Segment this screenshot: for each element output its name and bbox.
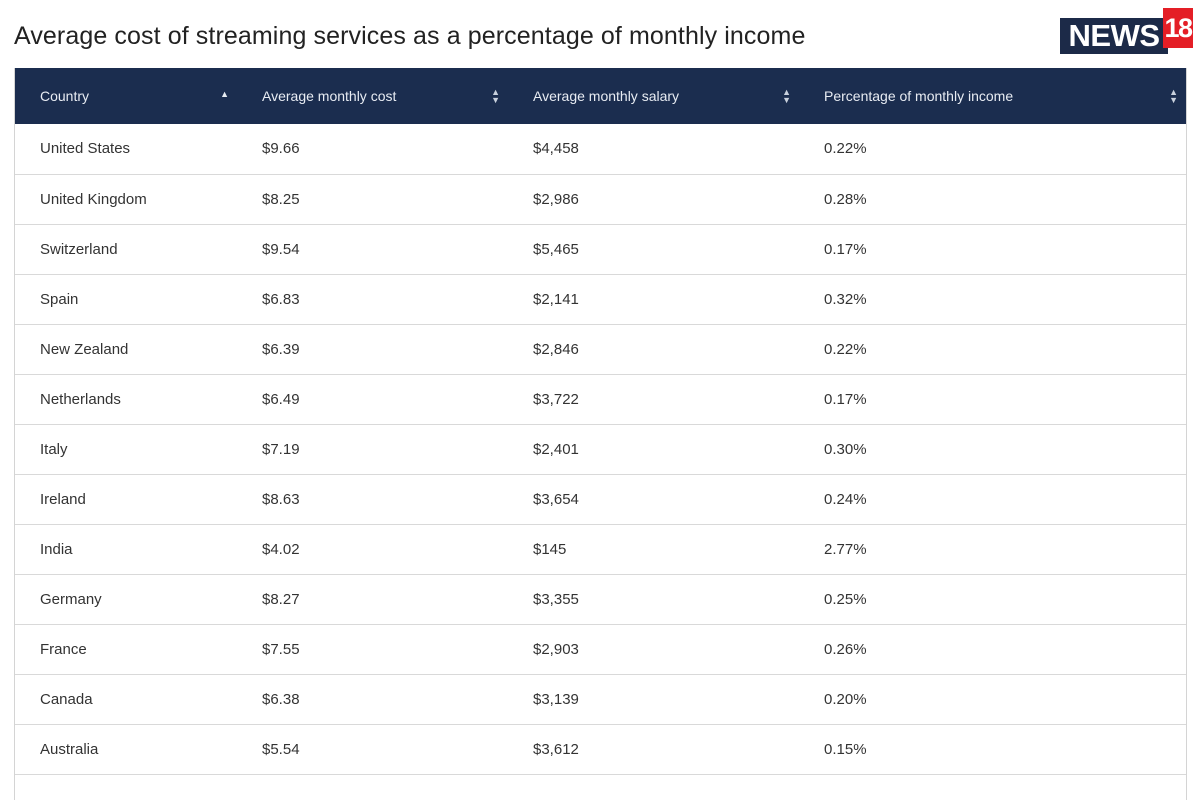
cell-average-monthly-cost: $6.49 [262, 390, 300, 408]
data-table: Country ▲ Average monthly cost ▲ ▼ Average mo… [15, 68, 1186, 775]
cell-percentage-of-monthly-income: 0.17% [824, 390, 867, 408]
sort-toggle-icon[interactable]: ▲ ▼ [782, 87, 791, 105]
logo-news-text: NEWS [1060, 18, 1168, 54]
table-row: Spain $6.83 $2,141 0.32% [15, 274, 1186, 324]
cell-average-monthly-salary: $3,355 [533, 590, 579, 608]
column-header-country[interactable]: Country ▲ [15, 68, 237, 124]
cell-country: Italy [40, 440, 68, 458]
cell-percentage-of-monthly-income: 0.20% [824, 690, 867, 708]
cell-average-monthly-cost: $6.38 [262, 690, 300, 708]
cell-average-monthly-salary: $3,612 [533, 740, 579, 758]
column-header-average-monthly-cost[interactable]: Average monthly cost ▲ ▼ [237, 68, 508, 124]
table-header: Country ▲ Average monthly cost ▲ ▼ Average mo… [15, 68, 1186, 124]
cell-average-monthly-cost: $8.63 [262, 490, 300, 508]
cell-average-monthly-salary: $2,846 [533, 340, 579, 358]
cell-average-monthly-cost: $5.54 [262, 740, 300, 758]
logo-number-text: 18 [1163, 8, 1193, 48]
table-row: Switzerland $9.54 $5,465 0.17% [15, 224, 1186, 274]
cell-average-monthly-salary: $3,139 [533, 690, 579, 708]
cell-average-monthly-cost: $7.55 [262, 640, 300, 658]
sort-toggle-icon[interactable]: ▲ ▼ [1169, 87, 1178, 105]
cell-country: Germany [40, 590, 102, 608]
sort-toggle-icon[interactable]: ▲ ▼ [491, 87, 500, 105]
cell-average-monthly-salary: $2,141 [533, 290, 579, 308]
cell-country: New Zealand [40, 340, 129, 358]
cell-country: Australia [40, 740, 99, 758]
cell-country: Netherlands [40, 390, 121, 408]
cell-average-monthly-cost: $8.25 [262, 190, 300, 208]
sort-ascending-icon[interactable]: ▲ [220, 89, 229, 99]
table-row: United States $9.66 $4,458 0.22% [15, 124, 1186, 174]
cell-percentage-of-monthly-income: 0.30% [824, 440, 867, 458]
cell-percentage-of-monthly-income: 0.28% [824, 190, 867, 208]
cell-average-monthly-cost: $6.83 [262, 290, 300, 308]
table-body: United States $9.66 $4,458 0.22% United King… [15, 124, 1186, 774]
table-row: Canada $6.38 $3,139 0.20% [15, 674, 1186, 724]
cell-country: France [40, 640, 87, 658]
data-table-container: Country ▲ Average monthly cost ▲ ▼ Average mo… [14, 68, 1187, 800]
table-row: France $7.55 $2,903 0.26% [15, 624, 1186, 674]
cell-percentage-of-monthly-income: 0.15% [824, 740, 867, 758]
cell-average-monthly-salary: $3,722 [533, 390, 579, 408]
column-header-label: Country [40, 88, 90, 104]
cell-percentage-of-monthly-income: 0.22% [824, 140, 867, 158]
table-row: Italy $7.19 $2,401 0.30% [15, 424, 1186, 474]
cell-average-monthly-salary: $5,465 [533, 240, 579, 258]
cell-percentage-of-monthly-income: 0.17% [824, 240, 867, 258]
cell-average-monthly-salary: $2,401 [533, 440, 579, 458]
cell-percentage-of-monthly-income: 0.24% [824, 490, 867, 508]
table-row: United Kingdom $8.25 $2,986 0.28% [15, 174, 1186, 224]
cell-average-monthly-cost: $8.27 [262, 590, 300, 608]
table-row: Ireland $8.63 $3,654 0.24% [15, 474, 1186, 524]
table-row: Australia $5.54 $3,612 0.15% [15, 724, 1186, 774]
column-header-label: Average monthly cost [262, 88, 397, 104]
cell-country: India [40, 540, 73, 558]
cell-average-monthly-salary: $4,458 [533, 140, 579, 158]
cell-average-monthly-salary: $145 [533, 540, 567, 558]
cell-country: United Kingdom [40, 190, 147, 208]
table-row: India $4.02 $145 2.77% [15, 524, 1186, 574]
cell-average-monthly-cost: $4.02 [262, 540, 300, 558]
cell-average-monthly-salary: $2,986 [533, 190, 579, 208]
cell-country: Canada [40, 690, 93, 708]
page-title: Average cost of streaming services as a … [14, 22, 806, 50]
cell-average-monthly-salary: $2,903 [533, 640, 579, 658]
cell-percentage-of-monthly-income: 0.25% [824, 590, 867, 608]
column-header-label: Percentage of monthly income [824, 88, 1014, 104]
cell-percentage-of-monthly-income: 2.77% [824, 540, 867, 558]
cell-average-monthly-cost: $6.39 [262, 340, 300, 358]
column-header-label: Average monthly salary [533, 88, 680, 104]
cell-country: United States [40, 140, 131, 158]
cell-percentage-of-monthly-income: 0.22% [824, 340, 867, 358]
column-header-average-monthly-salary[interactable]: Average monthly salary ▲ ▼ [508, 68, 799, 124]
cell-average-monthly-cost: $9.66 [262, 140, 300, 158]
table-row: Netherlands $6.49 $3,722 0.17% [15, 374, 1186, 424]
table-row: Germany $8.27 $3,355 0.25% [15, 574, 1186, 624]
cell-percentage-of-monthly-income: 0.32% [824, 290, 867, 308]
table-row: New Zealand $6.39 $2,846 0.22% [15, 324, 1186, 374]
cell-country: Switzerland [40, 240, 118, 258]
column-header-percentage-of-monthly-income[interactable]: Percentage of monthly income ▲ ▼ [799, 68, 1186, 124]
cell-percentage-of-monthly-income: 0.26% [824, 640, 867, 658]
cell-average-monthly-salary: $3,654 [533, 490, 579, 508]
cell-country: Spain [40, 290, 79, 308]
news18-logo: NEWS 18 [1060, 6, 1193, 56]
cell-average-monthly-cost: $7.19 [262, 440, 300, 458]
cell-average-monthly-cost: $9.54 [262, 240, 300, 258]
cell-country: Ireland [40, 490, 86, 508]
